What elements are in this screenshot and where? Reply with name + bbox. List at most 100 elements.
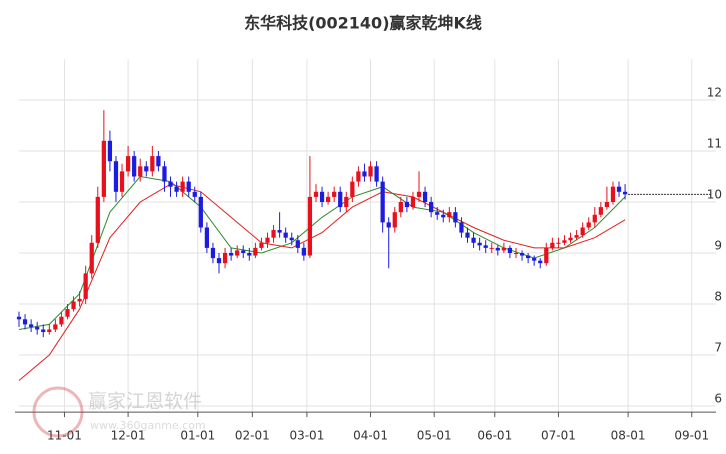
candle-body	[192, 191, 197, 197]
candle-body	[471, 237, 476, 243]
candle-body	[16, 316, 22, 320]
candle-body	[198, 196, 203, 228]
candle-body	[501, 247, 506, 251]
candle-body	[132, 156, 137, 177]
candle-body	[519, 252, 525, 256]
candle-body	[22, 319, 28, 325]
candle-body	[289, 237, 294, 241]
candle-body	[125, 156, 131, 172]
candle-body	[586, 222, 591, 228]
candle-body	[229, 252, 234, 256]
y-tick-label: 6	[714, 391, 722, 405]
candle-body	[592, 214, 597, 223]
y-tick-label: 12	[707, 85, 722, 99]
candle-body	[398, 201, 403, 213]
y-tick-label: 7	[714, 340, 722, 354]
candle-body	[435, 212, 440, 215]
watermark: 赢家江恩软件 www.360ganme.com	[32, 386, 206, 438]
candle-body	[235, 250, 240, 256]
candle-body	[610, 186, 616, 202]
candle-body	[562, 240, 567, 243]
candle-body	[380, 181, 385, 223]
candle-body	[144, 166, 149, 172]
candle-body	[362, 171, 367, 177]
candle-body	[295, 240, 300, 248]
candle-body	[453, 212, 458, 223]
candle-body	[253, 247, 258, 256]
candle-body	[95, 196, 100, 243]
y-tick-label: 10	[707, 187, 722, 201]
candle-body	[204, 227, 210, 248]
candle-body	[477, 242, 482, 246]
candle-body	[313, 191, 319, 197]
x-tick-label: 09-01	[674, 429, 709, 443]
candle-body	[29, 324, 34, 327]
candle-body	[265, 237, 270, 243]
candle-body	[350, 181, 355, 197]
candle-body	[344, 196, 349, 208]
candle-body	[186, 181, 191, 192]
candle-body	[71, 301, 76, 310]
candle-body	[422, 191, 428, 202]
candle-body	[65, 309, 70, 317]
candle-body	[247, 252, 252, 256]
candle-body	[616, 186, 622, 192]
y-tick-label: 8	[714, 289, 722, 303]
candle-body	[222, 252, 228, 264]
candle-body	[271, 230, 276, 238]
candle-body	[459, 222, 464, 233]
moving-average	[18, 183, 626, 381]
candle-body	[259, 242, 264, 248]
candle-body	[495, 247, 500, 251]
candle-body	[404, 201, 410, 208]
candle-body	[35, 326, 40, 330]
watermark-url: www.360ganme.com	[90, 419, 206, 432]
x-tick-label: 06-01	[477, 429, 512, 443]
candle-body	[107, 140, 113, 162]
candle-body	[368, 166, 373, 177]
candle-body	[83, 273, 88, 299]
candle-body	[416, 191, 422, 197]
candle-body	[168, 181, 173, 187]
candle-body	[119, 171, 125, 192]
candle-body	[580, 227, 585, 236]
candle-body	[513, 252, 519, 254]
candle-body	[332, 191, 337, 197]
x-tick-label: 08-01	[611, 429, 646, 443]
candle-body	[574, 235, 579, 238]
candle-body	[622, 191, 628, 195]
candle-body	[392, 212, 397, 228]
candle-body	[277, 230, 282, 233]
candle-body	[113, 161, 119, 192]
candle-body	[325, 196, 331, 202]
candle-body	[150, 156, 155, 172]
candle-body	[483, 245, 488, 248]
candle-body	[550, 242, 555, 248]
candle-body	[180, 181, 185, 192]
x-tick-label: 05-01	[417, 429, 452, 443]
candle-body	[338, 191, 343, 208]
candle-body	[162, 166, 167, 182]
candle-body	[525, 255, 531, 259]
x-tick-label: 07-01	[541, 429, 576, 443]
candle-body	[319, 191, 325, 202]
candle-body	[489, 247, 494, 249]
candle-body	[307, 196, 313, 256]
candle-body	[441, 214, 446, 218]
candle-body	[210, 247, 216, 259]
x-tick-label: 04-01	[353, 429, 388, 443]
candle-body	[429, 201, 434, 213]
x-tick-label: 11-01	[47, 429, 82, 443]
candle-body	[507, 247, 513, 253]
candle-body	[410, 196, 416, 208]
candle-body	[216, 258, 222, 264]
candle-body	[41, 329, 46, 333]
candle-body	[556, 242, 561, 244]
candle-body	[568, 237, 573, 241]
candle-body	[101, 140, 106, 197]
plot: 6 7 8 9 10 11 12 11-01 12-01 01-01 02-01 03-01 04-01…	[15, 59, 722, 443]
candle-body	[598, 207, 603, 215]
candle-body	[532, 258, 537, 261]
candle-body	[447, 212, 452, 218]
